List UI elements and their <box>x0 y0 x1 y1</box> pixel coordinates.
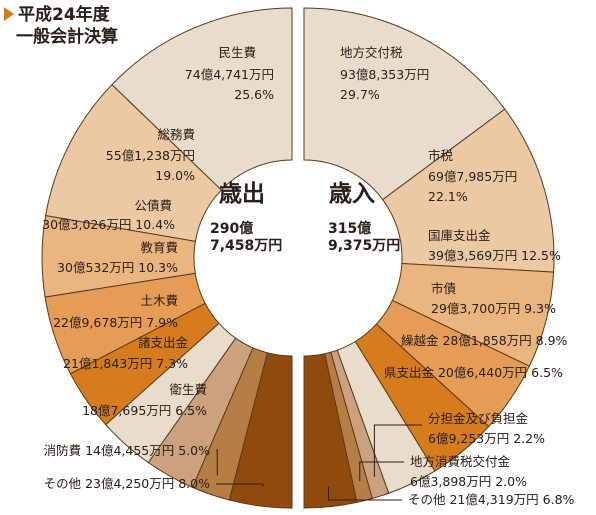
exp-total-line2: 7,458万円 <box>210 238 282 254</box>
rev-label-amount-0: 93億8,353万円 <box>340 67 429 82</box>
title-line-2: 一般会計決算 <box>16 27 118 47</box>
exp-label-amount-1: 55億1,238万円 <box>106 148 195 163</box>
rev-label-name-0: 地方交付税 <box>340 45 403 60</box>
rev-heading: 歳入 <box>329 181 375 207</box>
exp-label-percent-0: 25.6% <box>234 87 274 102</box>
chart-title: 平成24年度 一般会計決算 <box>4 4 118 48</box>
exp-label-amount-4: 22億9,678万円 7.9% <box>53 315 178 330</box>
exp-heading: 歳出 <box>219 181 265 207</box>
rev-label-4: 繰越金 28億1,858万円 8.9% <box>401 333 568 348</box>
rev-label-amount-6: 6億9,253万円 2.2% <box>428 431 545 446</box>
rev-label-8: その他 21億4,319万円 6.8% <box>408 492 575 507</box>
exp-label-name-6: 衛生費 <box>169 382 207 397</box>
rev-slice-1 <box>382 108 555 273</box>
title-arrow-icon <box>4 7 14 21</box>
exp-leader-7 <box>216 449 218 476</box>
rev-label-amount-3: 29億3,700万円 9.3% <box>431 301 556 316</box>
rev-leader-8 <box>327 486 402 501</box>
exp-label-name-3: 教育費 <box>140 240 178 255</box>
title-line-1-text: 平成24年度 <box>18 5 110 25</box>
rev-label-name-6: 分担金及び負担金 <box>428 411 529 426</box>
rev-label-percent-1: 22.1% <box>428 189 468 204</box>
rev-total-line1: 315億 <box>328 220 371 237</box>
exp-label-7: 消防費 14億4,455万円 5.0% <box>44 443 211 458</box>
rev-leader-7 <box>359 461 404 482</box>
exp-label-amount-5: 21億1,843万円 7.3% <box>63 356 188 371</box>
exp-leader-8 <box>216 483 264 487</box>
exp-label-name-4: 土木費 <box>140 293 178 308</box>
rev-total-line2: 9,375万円 <box>328 238 400 254</box>
rev-label-percent-0: 29.7% <box>340 87 380 102</box>
exp-label-amount-3: 30億532万円 10.3% <box>57 260 178 275</box>
exp-label-amount-6: 18億7,695万円 6.5% <box>82 403 207 418</box>
exp-label-name-5: 諸支出金 <box>138 335 189 350</box>
exp-label-amount-0: 74億4,741万円 <box>185 67 274 82</box>
rev-slice-0 <box>303 7 506 201</box>
exp-label-name-0: 民生費 <box>218 45 256 60</box>
exp-slice-8 <box>228 352 293 509</box>
rev-label-amount-1: 69億7,985万円 <box>428 169 517 184</box>
exp-label-percent-1: 19.0% <box>155 168 195 183</box>
rev-label-name-2: 国庫支出金 <box>428 228 491 243</box>
exp-total-line1: 290億 <box>210 220 253 237</box>
rev-label-5: 県支出金 20億6,440万円 6.5% <box>384 365 563 380</box>
rev-label-name-7: 地方消費税交付金 <box>410 454 511 469</box>
exp-label-name-1: 総務費 <box>157 127 195 142</box>
rev-label-amount-7: 6億3,898万円 2.0% <box>410 474 527 489</box>
rev-slice-8 <box>303 353 358 509</box>
rev-label-name-1: 市税 <box>428 148 454 163</box>
rev-label-name-3: 市債 <box>431 281 456 296</box>
exp-label-name-2: 公債費 <box>134 198 172 213</box>
rev-label-amount-2: 39億3,569万円 12.5% <box>428 248 561 263</box>
rev-leader-6 <box>373 424 422 477</box>
title-line-1: 平成24年度 <box>4 4 118 26</box>
exp-label-8: その他 23億4,250万円 8.0% <box>44 476 211 491</box>
exp-label-amount-2: 30億3,026万円 10.4% <box>42 217 175 232</box>
exp-slice-0 <box>111 7 293 191</box>
